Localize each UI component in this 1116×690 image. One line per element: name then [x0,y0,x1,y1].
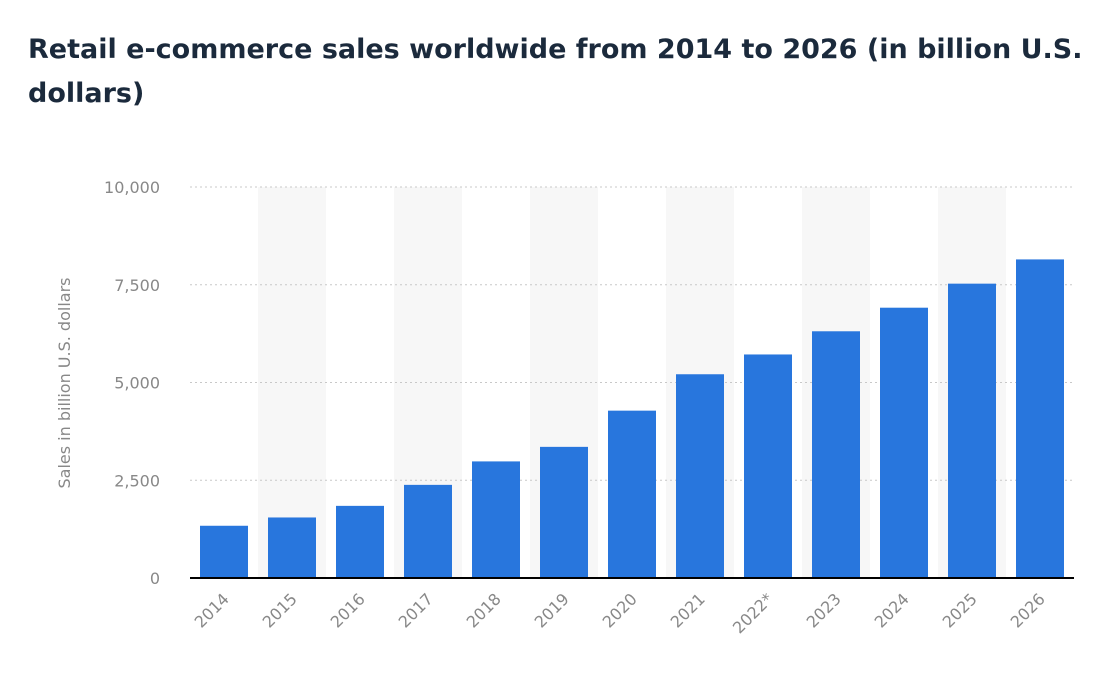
x-tick-label: 2020 [599,589,641,631]
x-tick-label: 2016 [327,589,369,631]
bar [268,517,316,578]
x-tick-label: 2017 [395,589,437,631]
bar [608,410,656,578]
bar [880,307,928,578]
x-tick-label: 2018 [463,589,505,631]
y-tick-label: 5,000 [114,374,160,393]
chart-title: Retail e-commerce sales worldwide from 2… [28,34,1083,109]
x-tick-label: 2024 [871,589,913,631]
x-tick-label: 2015 [259,589,301,631]
x-tick-label: 2025 [939,589,981,631]
y-tick-label: 2,500 [114,471,160,490]
y-tick-label: 0 [150,569,160,588]
y-tick-label: 10,000 [104,178,160,197]
x-tick-label: 2014 [191,589,233,631]
x-tick-label: 2023 [803,589,845,631]
x-tick-label: 2022* [729,589,777,637]
y-axis-label: Sales in billion U.S. dollars [55,278,74,489]
bar [200,525,248,578]
bar [1016,259,1064,578]
bar [540,446,588,578]
bar [336,505,384,578]
bar [404,484,452,578]
bar [948,283,996,578]
x-tick-label: 2021 [667,589,709,631]
bar [744,354,792,578]
y-tick-label: 7,500 [114,276,160,295]
bar [812,331,860,578]
bar [472,461,520,578]
x-tick-label: 2019 [531,589,573,631]
bar [676,374,724,578]
x-tick-label: 2026 [1007,589,1049,631]
